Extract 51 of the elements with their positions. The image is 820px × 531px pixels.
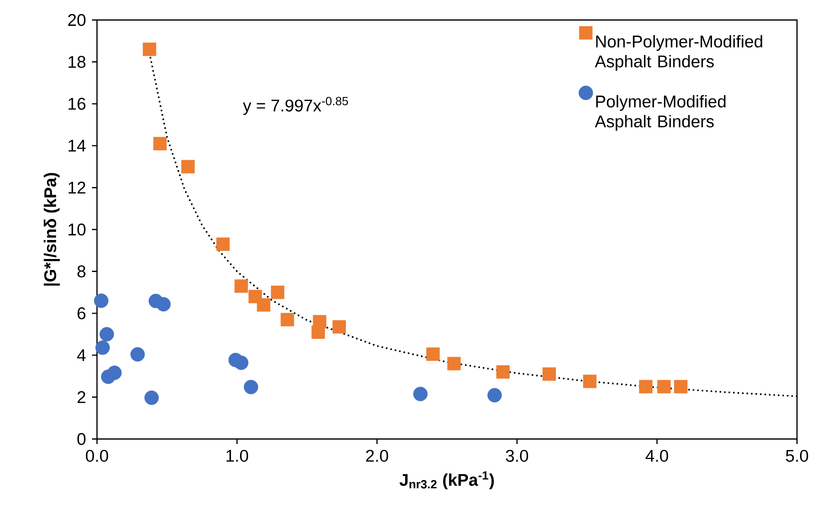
- point: [674, 380, 688, 394]
- y-tick-label: 0: [77, 433, 86, 445]
- point: [496, 365, 510, 379]
- point: [100, 327, 114, 342]
- point: [583, 374, 597, 388]
- point: [312, 325, 325, 339]
- y-tick-label: 4: [77, 349, 86, 362]
- annotation: y = 7.997x$^{-0.85}$: [242, 96, 348, 115]
- y-tick-label: 12: [68, 182, 86, 194]
- point: [94, 294, 108, 308]
- x-tick-label: 4.0: [646, 450, 668, 462]
- point: [156, 297, 171, 312]
- point: [256, 298, 270, 312]
- point: [181, 160, 195, 174]
- x-tick-label: 3.0: [506, 450, 528, 462]
- point: [142, 42, 156, 56]
- point: [447, 356, 461, 370]
- point: [234, 356, 248, 370]
- point: [107, 366, 122, 380]
- point: [280, 312, 294, 326]
- x-tick-label: 2.0: [366, 450, 388, 462]
- legend-label: Polymer-Modified Asphalt Binders: [594, 95, 726, 131]
- point: [153, 136, 167, 150]
- y-tick-label: 16: [68, 98, 86, 110]
- y-tick-label: 2: [78, 391, 86, 404]
- y-tick-label: 20: [68, 14, 86, 26]
- y-tick-label: 6: [78, 307, 86, 320]
- point: [270, 286, 284, 300]
- point: [426, 347, 440, 361]
- point: [244, 380, 258, 394]
- point: [657, 380, 671, 394]
- point: [130, 347, 145, 362]
- point: [639, 380, 653, 394]
- point: [413, 386, 428, 402]
- point: [234, 279, 248, 293]
- point: [95, 340, 110, 355]
- point: [542, 367, 556, 381]
- legend-label: Non-Polymer-Modified Asphalt Binders: [594, 35, 762, 71]
- point: [487, 388, 502, 402]
- point: [144, 390, 159, 405]
- point: [216, 237, 230, 251]
- x-tick-label: 0.0: [86, 450, 108, 462]
- y-tick-label: 10: [68, 224, 86, 236]
- y-tick-label: 14: [68, 140, 86, 152]
- x-axis-title: J$_{nr3.2}$ (kPa$^{-1}$): [400, 471, 494, 490]
- x-tick-label: 1.0: [226, 450, 248, 462]
- y-tick-label: 18: [68, 56, 86, 68]
- y-axis-title: |G*|/sinδ (kPa): [44, 172, 60, 286]
- x-tick-label: 5.0: [786, 450, 808, 462]
- y-tick-label: 8: [77, 265, 86, 278]
- point: [332, 320, 346, 334]
